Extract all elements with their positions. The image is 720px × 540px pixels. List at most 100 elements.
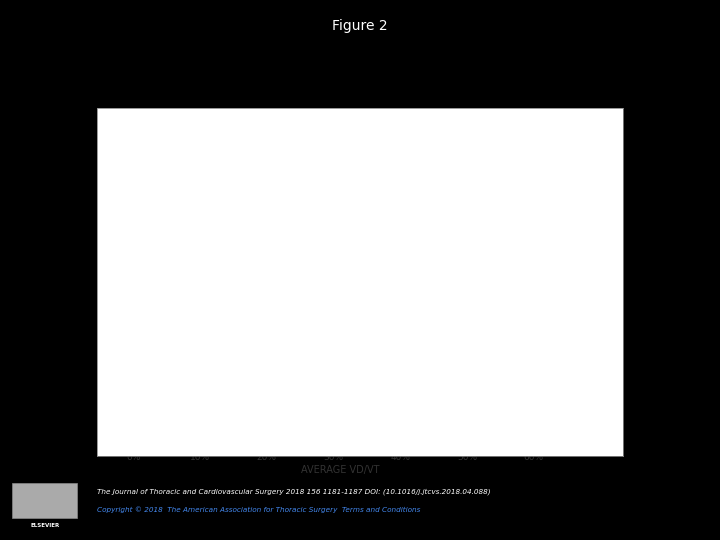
Point xyxy=(215,309,226,318)
Point xyxy=(408,397,420,406)
Point xyxy=(234,397,246,406)
Legend: + Shunted Patients, x Septated Patients: + Shunted Patients, x Septated Patients xyxy=(432,213,543,246)
Point xyxy=(301,389,312,397)
Text: ELSEVIER: ELSEVIER xyxy=(30,523,59,528)
Point xyxy=(221,309,233,318)
Point xyxy=(508,397,520,406)
Point xyxy=(207,389,219,397)
Point xyxy=(221,187,233,195)
Point xyxy=(421,397,433,406)
Point xyxy=(508,389,520,397)
Point xyxy=(234,389,246,397)
Point xyxy=(374,380,386,388)
Point xyxy=(307,397,319,406)
Point xyxy=(215,415,226,423)
Point xyxy=(248,397,259,406)
Point xyxy=(261,380,272,388)
Point xyxy=(228,353,239,362)
Point xyxy=(234,380,246,388)
Point xyxy=(194,389,206,397)
Point xyxy=(221,397,233,406)
Point xyxy=(281,397,292,406)
Point xyxy=(335,380,346,388)
Point xyxy=(268,380,279,388)
Point xyxy=(201,433,212,441)
Point xyxy=(228,248,239,257)
Point xyxy=(215,309,226,318)
Point xyxy=(248,423,259,432)
Point xyxy=(261,397,272,406)
Point xyxy=(274,397,286,406)
Point xyxy=(281,397,292,406)
Point xyxy=(254,397,266,406)
Point xyxy=(268,397,279,406)
Point xyxy=(234,380,246,388)
Point xyxy=(321,389,333,397)
Text: Figure 2: Figure 2 xyxy=(332,19,388,33)
Point xyxy=(261,389,272,397)
Point xyxy=(248,406,259,415)
Point xyxy=(294,397,306,406)
X-axis label: AVERAGE VD/VT: AVERAGE VD/VT xyxy=(301,465,379,475)
Point xyxy=(315,389,326,397)
Point xyxy=(254,389,266,397)
Point xyxy=(221,415,233,423)
Point xyxy=(361,397,373,406)
Point xyxy=(194,397,206,406)
Point xyxy=(294,213,306,221)
Point xyxy=(321,397,333,406)
Point xyxy=(268,406,279,415)
Point xyxy=(462,389,473,397)
Point xyxy=(274,309,286,318)
Point xyxy=(307,397,319,406)
Point xyxy=(261,397,272,406)
Point xyxy=(341,371,353,380)
Point xyxy=(448,319,459,327)
Point xyxy=(348,345,359,353)
Point xyxy=(288,397,300,406)
Point xyxy=(301,389,312,397)
Point xyxy=(315,397,326,406)
Point xyxy=(228,301,239,309)
Point xyxy=(274,389,286,397)
Point xyxy=(328,380,339,388)
Point xyxy=(321,397,333,406)
Point xyxy=(248,319,259,327)
Point xyxy=(328,319,339,327)
Text: The Journal of Thoracic and Cardiovascular Surgery 2018 156 1181-1187 DOI: (10.1: The Journal of Thoracic and Cardiovascul… xyxy=(97,489,491,495)
Point xyxy=(288,406,300,415)
Point xyxy=(288,389,300,397)
Point xyxy=(307,380,319,388)
Point xyxy=(215,301,226,309)
Point xyxy=(228,423,239,432)
Point xyxy=(241,433,253,441)
Point xyxy=(408,389,420,397)
Point xyxy=(294,389,306,397)
Point xyxy=(381,231,392,239)
Point xyxy=(294,222,306,231)
Point xyxy=(301,319,312,327)
Point xyxy=(448,397,459,406)
Point xyxy=(341,389,353,397)
Y-axis label: DURATION OF MECHANICAL VENTILATION (DAYS): DURATION OF MECHANICAL VENTILATION (DAYS… xyxy=(102,185,112,390)
Point xyxy=(388,397,400,406)
Point xyxy=(168,345,179,353)
Point xyxy=(361,397,373,406)
Point xyxy=(288,406,300,415)
Point xyxy=(248,389,259,397)
Point xyxy=(281,406,292,415)
Point xyxy=(261,397,272,406)
Point xyxy=(301,248,312,257)
Point xyxy=(307,415,319,423)
Point xyxy=(228,415,239,423)
Point xyxy=(321,213,333,221)
Point xyxy=(421,397,433,406)
Point xyxy=(354,397,366,406)
FancyBboxPatch shape xyxy=(12,483,77,518)
Point xyxy=(348,380,359,388)
Point xyxy=(441,380,453,388)
Point xyxy=(268,397,279,406)
Point xyxy=(301,397,312,406)
Point xyxy=(261,389,272,397)
Point xyxy=(315,380,326,388)
